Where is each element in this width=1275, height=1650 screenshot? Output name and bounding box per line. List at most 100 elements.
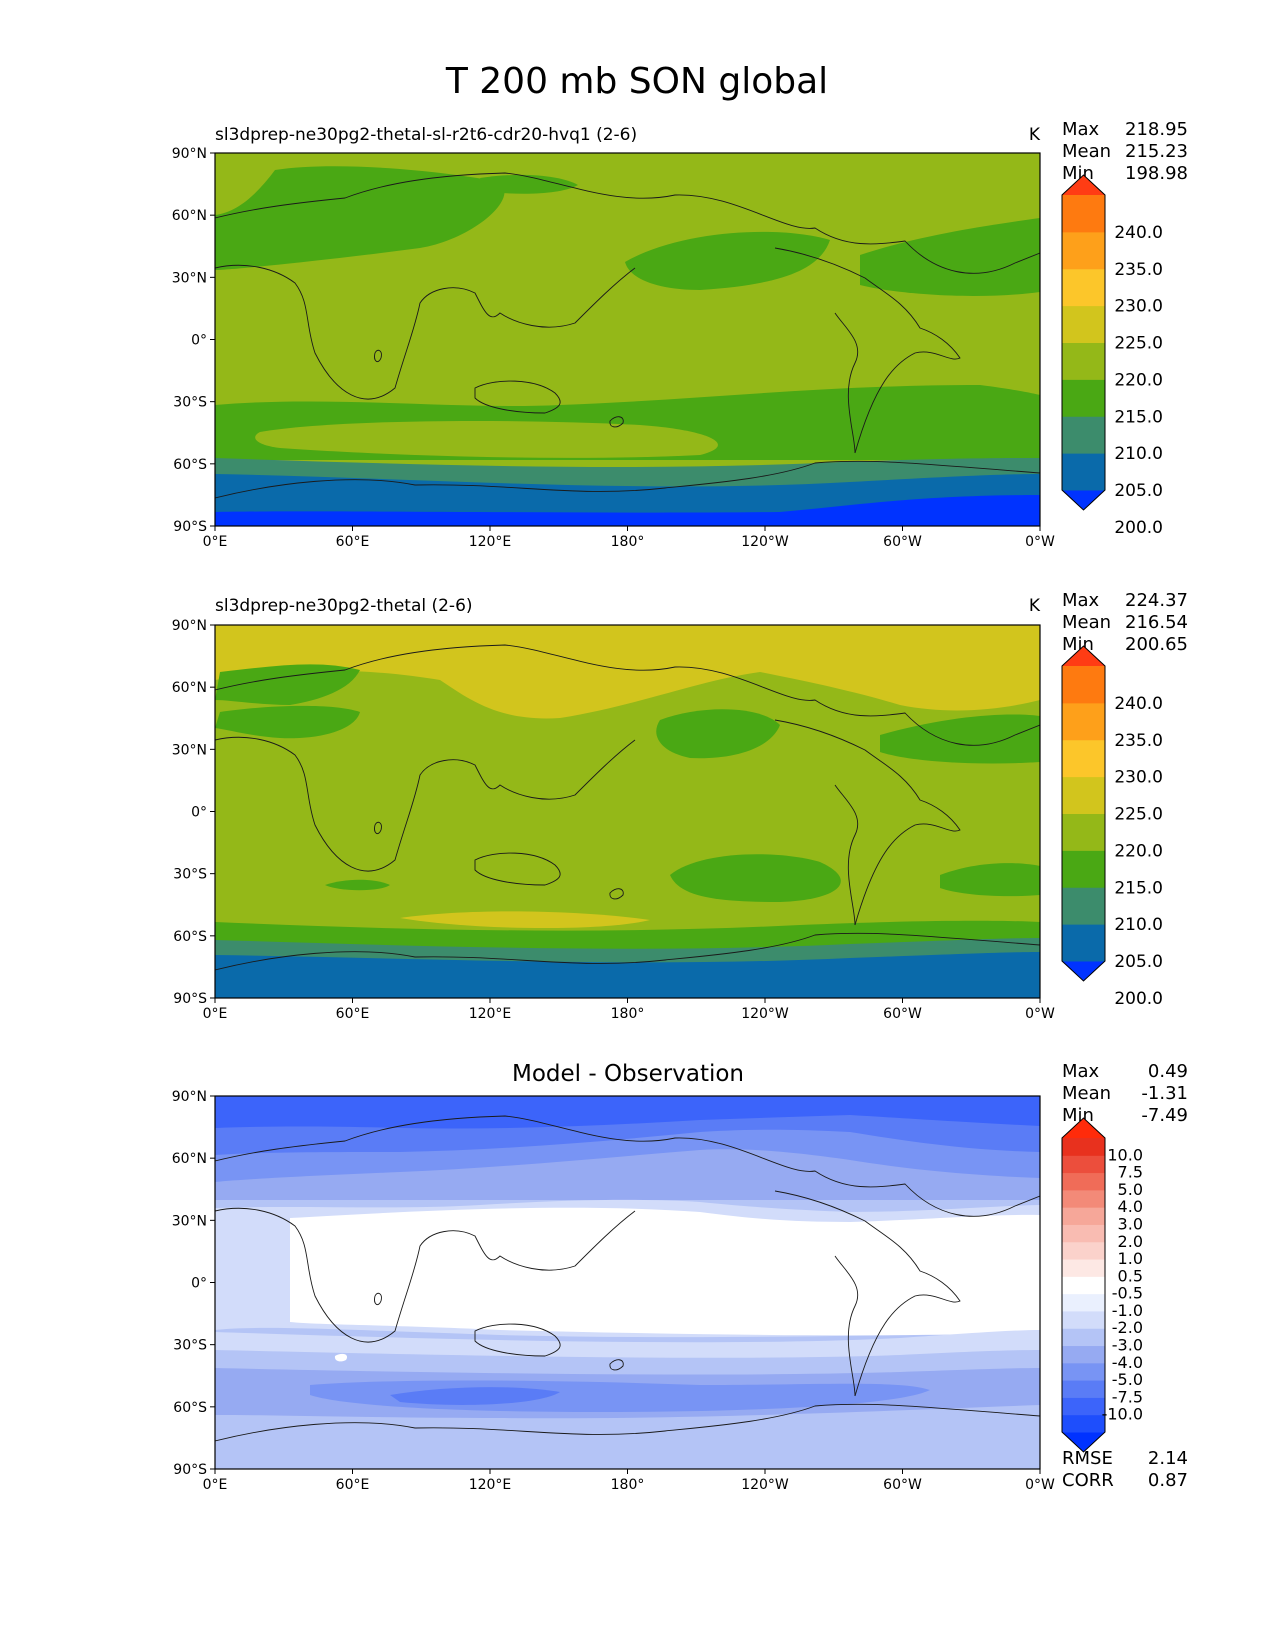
panel-1-title: sl3dprep-ne30pg2-thetal-sl-r2t6-cdr20-hv… — [215, 125, 637, 145]
colorbar-segment — [1062, 416, 1105, 454]
panel-3-ytick-label: 90°S — [173, 1462, 207, 1478]
colorbar-segment — [1062, 1224, 1105, 1243]
colorbar-segment — [1062, 268, 1105, 307]
panel-2-mean-value: 216.54 — [1125, 612, 1188, 633]
panel-3-xtick-label: 60°W — [883, 1477, 922, 1493]
colorbar-tick-label: 5.0 — [1118, 1180, 1143, 1199]
panel-1-xtick-label: 120°W — [741, 534, 789, 550]
panel-2-colorbar: 240.0 235.0 230.0 225.0 220.0 215.0 210.0 205.0… — [1061, 645, 1163, 1009]
colorbar-tick-label: 2.0 — [1118, 1232, 1143, 1251]
panel-2-ytick-label: 30°S — [173, 867, 207, 883]
colorbar-segment — [1062, 231, 1105, 270]
panel-1-map-field — [215, 153, 1040, 526]
colorbar-outline — [1061, 174, 1106, 511]
colorbar-tick-label: 3.0 — [1118, 1214, 1143, 1233]
panel-1-xtick-label: 0°E — [203, 534, 228, 550]
colorbar-tick-label: 215.0 — [1114, 407, 1163, 427]
colorbar-tick-label: 200.0 — [1114, 518, 1163, 538]
colorbar-segment — [1062, 1380, 1105, 1398]
panel-2: sl3dprep-ne30pg2-thetal (2-6) K Max 224.… — [172, 590, 1188, 1022]
colorbar-segment — [1062, 813, 1105, 851]
panel-2-max-value: 224.37 — [1125, 590, 1188, 611]
colorbar-tick-label: 215.0 — [1114, 878, 1163, 898]
panel-3-mean-value: -1.31 — [1141, 1083, 1188, 1104]
colorbar-segment — [1062, 1207, 1105, 1225]
colorbar-tick-label: 210.0 — [1114, 915, 1163, 935]
panel-2-ytick-label: 60°N — [172, 680, 207, 696]
colorbar-tick-label: 1.0 — [1118, 1249, 1143, 1268]
colorbar-segment — [1062, 739, 1105, 778]
colorbar-segment — [1062, 1310, 1105, 1329]
panel-2-xtick-label: 180° — [611, 1006, 645, 1022]
colorbar-tick-label: 240.0 — [1114, 223, 1163, 243]
colorbar-tick-label: -0.5 — [1112, 1284, 1143, 1303]
colorbar-segment — [1062, 1241, 1105, 1260]
colorbar-extend-min — [1062, 961, 1105, 981]
panel-2-xtick-label: 120°W — [741, 1006, 789, 1022]
colorbar-tick-label: -10.0 — [1102, 1405, 1143, 1424]
panel-1-max-value: 218.95 — [1125, 119, 1188, 140]
colorbar-segment — [1062, 1276, 1105, 1295]
colorbar-segment — [1062, 305, 1105, 343]
colorbar-segment — [1062, 1293, 1105, 1312]
colorbar-tick-label: 7.5 — [1118, 1163, 1143, 1182]
colorbar-tick-label: -2.0 — [1112, 1318, 1143, 1337]
panel-3-ytick-label: 30°S — [173, 1338, 207, 1354]
panel-2-xtick-label: 0°E — [203, 1006, 228, 1022]
colorbar-tick-label: 230.0 — [1114, 768, 1163, 788]
panel-3-xtick-label: 60°E — [336, 1477, 370, 1493]
panel-2-title: sl3dprep-ne30pg2-thetal (2-6) — [215, 596, 473, 616]
colorbar-segment — [1062, 453, 1105, 491]
panel-3-max-value: 0.49 — [1148, 1061, 1188, 1082]
panel-1-max-label: Max — [1062, 119, 1100, 140]
colorbar-segment — [1062, 1362, 1105, 1381]
colorbar-segment — [1062, 776, 1105, 814]
panel-3-ytick-label: 0° — [191, 1276, 207, 1292]
colorbar-segment — [1062, 887, 1105, 925]
panel-2-min-value: 200.65 — [1125, 634, 1188, 655]
panel-1-ytick-label: 60°S — [173, 457, 207, 473]
figure-title: T 200 mb SON global — [445, 61, 828, 102]
panel-3-metrics: RMSE 2.14 CORR 0.87 — [1062, 1448, 1188, 1491]
colorbar-outline — [1061, 1117, 1106, 1453]
colorbar-tick-label: 235.0 — [1114, 731, 1163, 751]
panel-3-ytick-label: 60°S — [173, 1400, 207, 1416]
colorbar-tick-label: -4.0 — [1112, 1353, 1143, 1372]
panel-1-mean-label: Mean — [1062, 141, 1111, 162]
panel-2-mean-label: Mean — [1062, 612, 1111, 633]
colorbar-extend-min — [1062, 1432, 1105, 1452]
colorbar-tick-label: 4.0 — [1118, 1197, 1143, 1216]
colorbar-segment — [1062, 850, 1105, 888]
colorbar-segment — [1062, 1397, 1105, 1416]
colorbar-segment — [1062, 1328, 1105, 1347]
colorbar-tick-label: 225.0 — [1114, 334, 1163, 354]
panel-3-ytick-label: 60°N — [172, 1151, 207, 1167]
panel-2-ytick-label: 0° — [191, 805, 207, 821]
colorbar-segment — [1062, 924, 1105, 962]
colorbar-outline — [1061, 645, 1106, 982]
panel-2-ytick-label: 30°N — [172, 742, 207, 758]
colorbar-tick-label: -5.0 — [1112, 1370, 1143, 1389]
panel-3-mean-label: Mean — [1062, 1083, 1111, 1104]
panel-1-colorbar: 240.0 235.0 230.0 225.0 220.0 215.0 210.0 205.0… — [1061, 174, 1163, 538]
colorbar-tick-label: 225.0 — [1114, 805, 1163, 825]
panel-3-xtick-label: 0°E — [203, 1477, 228, 1493]
panel-1-stats: Max 218.95 Mean 215.23 Min 198.98 — [1062, 119, 1188, 184]
panel-3-ytick-label: 30°N — [172, 1213, 207, 1229]
panel-2-axis-ticks: 0°E 60°E 120°E 180° 120°W 60°W 0°W 90°N 60°N 30°N… — [172, 618, 1055, 1022]
colorbar-extend-max — [1062, 646, 1105, 666]
panel-3-map-field — [215, 1096, 1040, 1469]
panel-1-xtick-label: 60°W — [883, 534, 922, 550]
colorbar-segment — [1062, 666, 1105, 704]
panel-3-max-label: Max — [1062, 1061, 1100, 1082]
colorbar-tick-label: 205.0 — [1114, 952, 1163, 972]
panel-3-xtick-label: 180° — [611, 1477, 645, 1493]
panel-1-min-value: 198.98 — [1125, 163, 1188, 184]
panel-1-axis-ticks: 0°E 60°E 120°E 180° 120°W 60°W 0°W 90°N 60°N 30°N… — [172, 146, 1055, 550]
panel-2-xtick-label: 0°W — [1025, 1006, 1055, 1022]
panel-2-xtick-label: 60°E — [336, 1006, 370, 1022]
colorbar-segment — [1062, 1155, 1105, 1174]
panel-1-ytick-label: 30°S — [173, 395, 207, 411]
colorbar-segment — [1062, 702, 1105, 741]
